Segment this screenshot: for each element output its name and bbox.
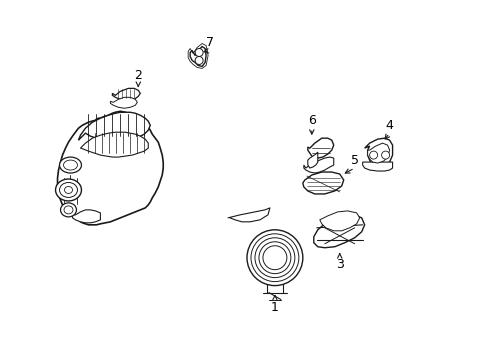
Polygon shape xyxy=(364,138,392,166)
Polygon shape xyxy=(303,157,333,173)
Text: 3: 3 xyxy=(335,258,343,271)
Polygon shape xyxy=(190,46,205,67)
Polygon shape xyxy=(362,162,392,171)
Ellipse shape xyxy=(60,157,81,173)
Polygon shape xyxy=(302,172,343,194)
Polygon shape xyxy=(110,97,137,108)
Polygon shape xyxy=(58,111,163,225)
Polygon shape xyxy=(112,88,140,100)
Circle shape xyxy=(369,151,377,159)
Circle shape xyxy=(195,49,203,57)
Polygon shape xyxy=(81,132,148,157)
Ellipse shape xyxy=(64,206,73,214)
Text: 6: 6 xyxy=(307,114,315,127)
Text: 4: 4 xyxy=(385,119,393,132)
Circle shape xyxy=(254,238,294,278)
Circle shape xyxy=(195,57,203,64)
Circle shape xyxy=(259,242,290,274)
Polygon shape xyxy=(313,215,364,248)
Circle shape xyxy=(246,230,302,285)
Polygon shape xyxy=(78,112,150,141)
Text: 1: 1 xyxy=(270,301,278,314)
Circle shape xyxy=(263,246,286,270)
Ellipse shape xyxy=(63,160,77,170)
Polygon shape xyxy=(307,152,317,168)
Text: 5: 5 xyxy=(350,154,358,167)
Polygon shape xyxy=(319,211,359,231)
Polygon shape xyxy=(367,143,389,163)
Polygon shape xyxy=(72,210,100,223)
Ellipse shape xyxy=(56,179,81,201)
Ellipse shape xyxy=(64,186,72,193)
Text: 7: 7 xyxy=(205,36,214,49)
Ellipse shape xyxy=(61,203,76,217)
Circle shape xyxy=(381,151,389,159)
Ellipse shape xyxy=(60,183,77,197)
Text: 2: 2 xyxy=(134,69,142,82)
Circle shape xyxy=(250,234,298,282)
Polygon shape xyxy=(307,138,333,158)
